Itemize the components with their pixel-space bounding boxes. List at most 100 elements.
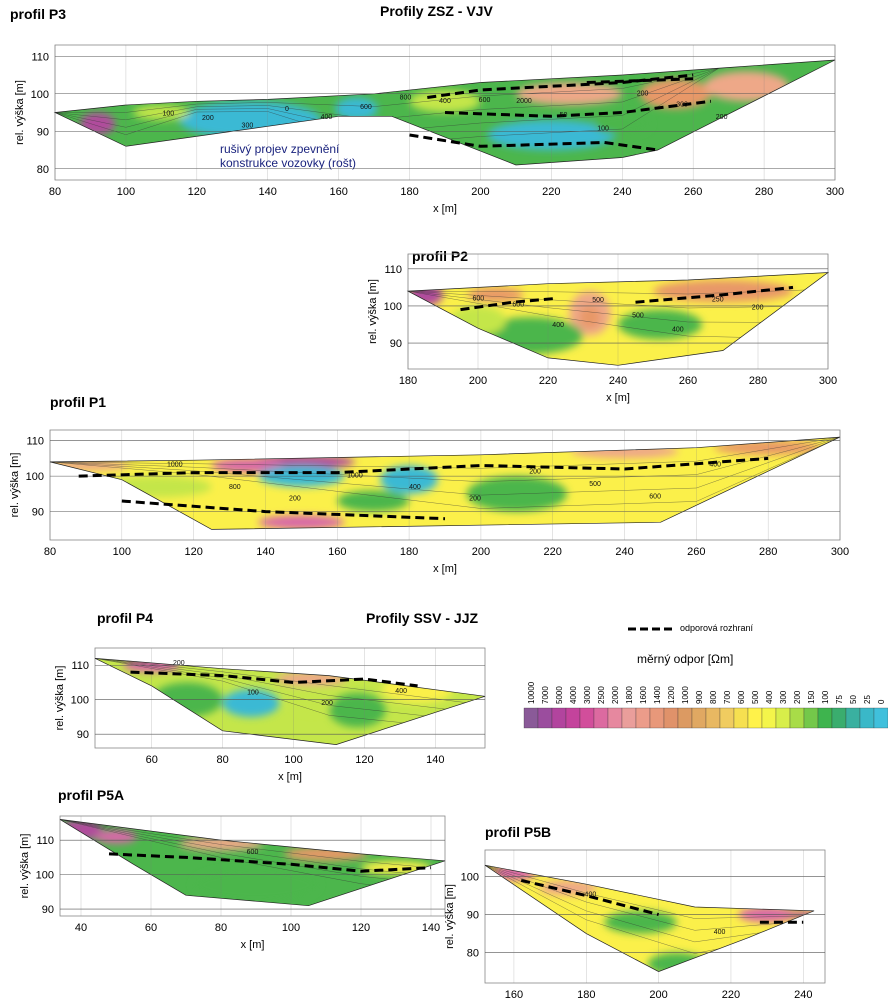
contour-label: 1000	[167, 461, 183, 468]
scale-value-label: 4000	[569, 686, 578, 704]
resistivity-anomaly	[222, 689, 280, 717]
x-tick-label: 260	[687, 546, 705, 558]
scale-value-label: 800	[709, 690, 718, 704]
resistivity-interface	[460, 297, 556, 312]
y-tick-label: 110	[71, 660, 89, 672]
x-tick-label: 280	[759, 546, 777, 558]
resistivity-anomaly	[604, 910, 677, 934]
contour-label: 300	[242, 123, 254, 130]
resistivity-anomaly	[409, 90, 481, 113]
resistivity-anomaly	[258, 515, 345, 530]
scale-swatch	[719, 707, 735, 729]
x-tick-label: 200	[471, 186, 489, 198]
scale-swatch	[551, 707, 567, 729]
resistivity-anomaly	[337, 490, 410, 512]
scale-swatch	[523, 707, 539, 729]
scale-swatch	[635, 707, 651, 729]
resistivity-interface	[444, 99, 712, 118]
scale-swatch	[803, 707, 819, 729]
x-axis-label: x [m]	[241, 939, 265, 951]
plot-frame	[94, 647, 486, 749]
resistivity-interface	[409, 133, 658, 152]
x-tick-label: 220	[544, 546, 562, 558]
title-P5A: profil P5A	[58, 787, 125, 803]
scale-value-label: 5000	[555, 686, 564, 704]
contour-label: 400	[552, 322, 564, 329]
note-line-1: rušivý projev zpevnění	[220, 142, 340, 156]
scale-value-label: 1800	[625, 686, 634, 704]
title-P1: profil P1	[50, 394, 107, 410]
contour-label: 200	[289, 496, 301, 503]
scale-swatch	[705, 707, 721, 729]
scale-swatch	[845, 707, 861, 729]
contour-label: 400	[709, 461, 721, 468]
x-tick-label: 240	[794, 989, 812, 1001]
chart-P1: 1000 800 200 1000 400 200 200 500 600 400 80 100 120…	[9, 429, 849, 575]
x-tick-label: 260	[679, 375, 697, 387]
contour-label: 50	[560, 112, 568, 119]
contour-label: 400	[585, 892, 597, 899]
x-tick-label: 100	[282, 922, 300, 934]
chart-P5A: 600 40 60 80 100 120 140 90 100 110 x [m] rel. výšk…	[19, 815, 446, 951]
resistivity-anomaly	[618, 309, 702, 340]
scale-value-label: 2000	[611, 686, 620, 704]
contour-label: 500	[592, 297, 604, 304]
x-tick-label: 260	[684, 186, 702, 198]
scale-value-label: 0	[877, 699, 886, 704]
x-axis-label: x [m]	[433, 203, 457, 215]
note-line-2: konstrukce vozovky (rošt)	[220, 156, 357, 170]
scale-swatch	[789, 707, 805, 729]
plot-frame	[484, 849, 826, 984]
scale-swatch	[775, 707, 791, 729]
section-base	[95, 658, 485, 745]
x-tick-label: 300	[831, 546, 849, 558]
scale-value-label: 700	[723, 690, 732, 704]
scale-swatch	[733, 707, 749, 729]
scale-value-label: 600	[737, 690, 746, 704]
y-tick-label: 100	[71, 695, 89, 707]
scale-value-label: 1600	[639, 686, 648, 704]
x-tick-label: 220	[539, 375, 557, 387]
contour-label: 200	[321, 700, 333, 707]
scale-value-label: 1200	[667, 686, 676, 704]
x-tick-label: 300	[819, 375, 837, 387]
scale-swatch	[649, 707, 665, 729]
x-tick-label: 100	[284, 754, 302, 766]
scale-value-label: 10000	[527, 681, 536, 704]
scale-swatch	[831, 707, 847, 729]
y-axis-label: rel. výška [m]	[54, 666, 66, 731]
y-tick-label: 100	[384, 301, 402, 313]
x-tick-label: 140	[426, 754, 444, 766]
scale-swatch	[607, 707, 623, 729]
scale-swatch	[579, 707, 595, 729]
interference-note: rušivý projev zpevnění konstrukce vozovk…	[220, 142, 356, 170]
scale-swatch	[859, 707, 875, 729]
x-tick-label: 240	[609, 375, 627, 387]
x-tick-label: 280	[755, 186, 773, 198]
scale-value-label: 1400	[653, 686, 662, 704]
resistivity-anomaly	[467, 287, 524, 303]
x-tick-label: 140	[259, 186, 277, 198]
resistivity-anomaly	[579, 305, 601, 329]
contour-label: 600	[649, 493, 661, 500]
scale-swatch	[691, 707, 707, 729]
y-tick-label: 90	[77, 729, 89, 741]
resistivity-anomaly	[647, 952, 706, 972]
resistivity-interface	[520, 878, 659, 917]
scale-value-label: 25	[863, 695, 872, 704]
scale-swatch	[537, 707, 553, 729]
x-tick-label: 180	[400, 546, 418, 558]
resistivity-section	[95, 658, 485, 745]
resistivity-interface	[130, 670, 418, 688]
contour-label: 400	[439, 98, 451, 105]
x-tick-label: 280	[749, 375, 767, 387]
scale-value-label: 400	[765, 690, 774, 704]
contour-line	[485, 865, 815, 919]
y-tick-label: 100	[31, 89, 49, 101]
dashed-line-swatch	[628, 627, 676, 631]
resistivity-interface	[635, 285, 794, 304]
x-axis-label: x [m]	[606, 392, 630, 404]
x-tick-label: 160	[329, 186, 347, 198]
y-tick-label: 90	[467, 910, 479, 922]
y-tick-label: 90	[37, 126, 49, 138]
